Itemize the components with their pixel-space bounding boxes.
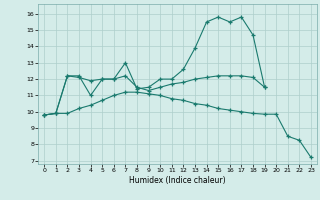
X-axis label: Humidex (Indice chaleur): Humidex (Indice chaleur) [129, 176, 226, 185]
